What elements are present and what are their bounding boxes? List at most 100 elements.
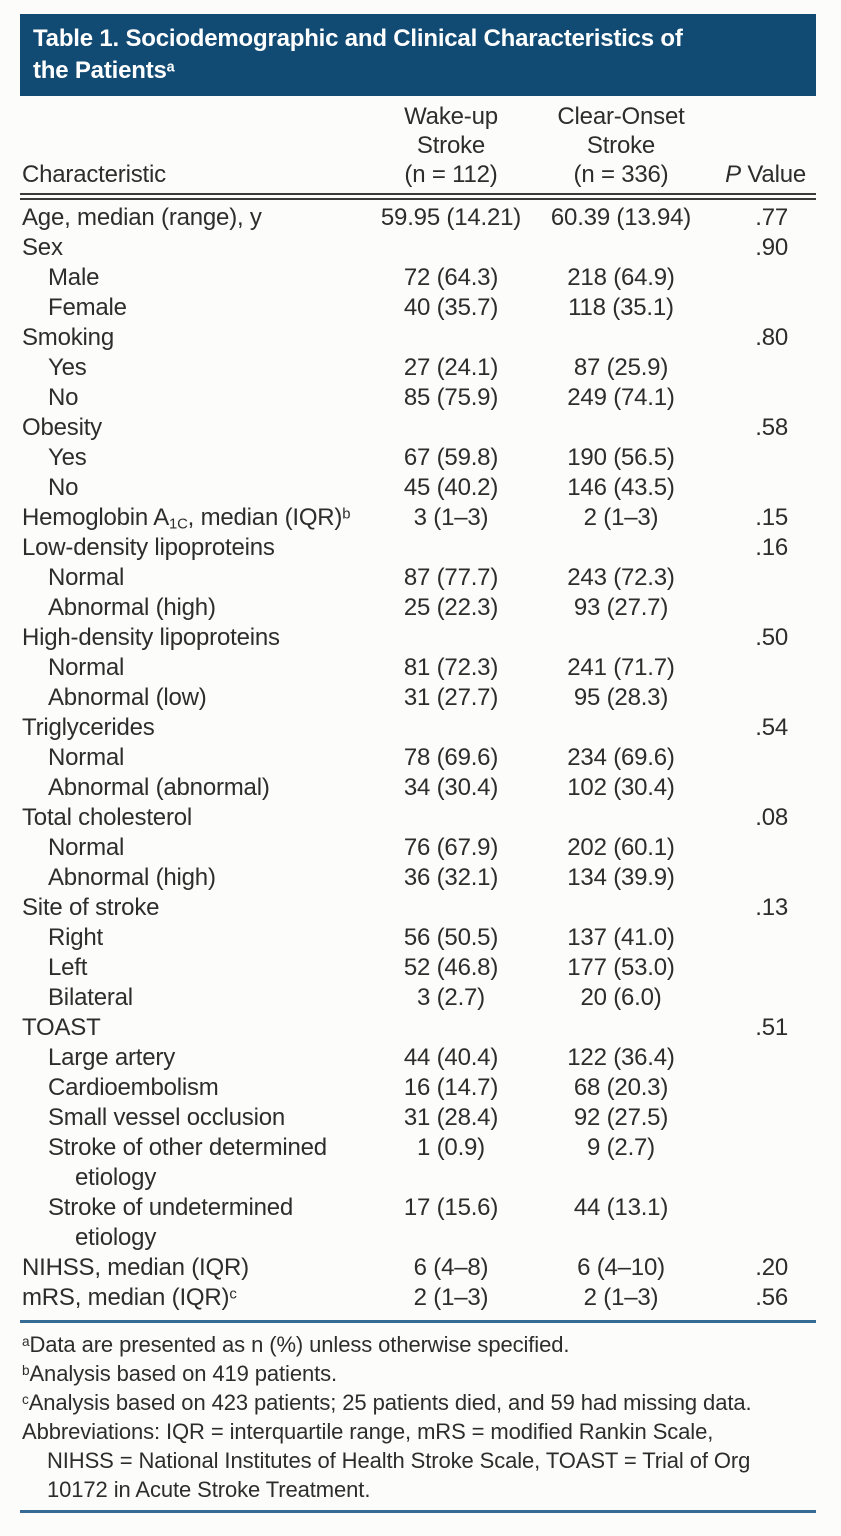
cell-clear-onset-stroke: 95 (28.3): [573, 684, 669, 711]
table-row: Female 40 (35.7) 118 (35.1): [20, 293, 816, 323]
cell-wakeup-stroke: 56 (50.5): [403, 924, 499, 951]
row-label: Total cholesterol: [22, 804, 193, 831]
table-row: No 85 (75.9) 249 (74.1): [20, 383, 816, 413]
cell-wakeup-stroke: 3 (1–3): [413, 504, 489, 531]
cell-clear-onset-stroke: 146 (43.5): [567, 474, 675, 501]
cell-clear-onset-stroke: 102 (30.4): [567, 774, 675, 801]
table-row: Low-density lipoproteins .16: [20, 533, 816, 563]
cell-clear-onset-stroke: 2 (1–3): [583, 1284, 659, 1311]
cell-p-value: .20: [755, 1254, 788, 1281]
cell-wakeup-stroke: 59.95 (14.21): [380, 204, 522, 231]
table-row: Yes 27 (24.1) 87 (25.9): [20, 353, 816, 383]
row-label: mRS, median (IQR)c: [22, 1284, 237, 1311]
row-label: Normal: [48, 654, 125, 681]
row-label: Normal: [48, 744, 125, 771]
cell-clear-onset-stroke: 241 (71.7): [567, 654, 675, 681]
table-row: Normal 78 (69.6) 234 (69.6): [20, 743, 816, 773]
row-label: Age, median (range), y: [22, 204, 262, 231]
col-header-wakeup-stroke: Wake-up Stroke (n = 112): [404, 103, 498, 188]
footnotes: aData are presented as n (%) unless othe…: [20, 1330, 816, 1504]
row-label: Small vessel occlusion: [48, 1104, 286, 1131]
cell-p-value: .50: [755, 624, 788, 651]
row-label: Stroke of other determined etiology: [48, 1134, 327, 1191]
row-label: Obesity: [22, 414, 102, 441]
table-row: Sex .90: [20, 233, 816, 263]
row-label: Sex: [22, 234, 63, 261]
table-row: mRS, median (IQR)c 2 (1–3) 2 (1–3) .56: [20, 1283, 816, 1313]
table-row: Stroke of other determined etiology 1 (0.9…: [20, 1133, 816, 1193]
cell-wakeup-stroke: 31 (28.4): [403, 1104, 499, 1131]
cell-wakeup-stroke: 81 (72.3): [403, 654, 499, 681]
table-row: Obesity .58: [20, 413, 816, 443]
cell-wakeup-stroke: 76 (67.9): [403, 834, 499, 861]
cell-wakeup-stroke: 3 (2.7): [417, 984, 485, 1011]
cell-clear-onset-stroke: 190 (56.5): [567, 444, 675, 471]
cell-wakeup-stroke: 25 (22.3): [403, 594, 499, 621]
cell-p-value: .90: [755, 234, 788, 261]
cell-wakeup-stroke: 31 (27.7): [403, 684, 499, 711]
table-row: High-density lipoproteins .50: [20, 623, 816, 653]
cell-clear-onset-stroke: 177 (53.0): [567, 954, 675, 981]
table-row: Site of stroke .13: [20, 893, 816, 923]
row-label: Low-density lipoproteins: [22, 534, 275, 561]
cell-clear-onset-stroke: 243 (72.3): [567, 564, 675, 591]
footnote: aData are presented as n (%) unless othe…: [22, 1332, 570, 1357]
cell-clear-onset-stroke: 134 (39.9): [567, 864, 675, 891]
row-label: NIHSS, median (IQR): [22, 1254, 249, 1281]
cell-wakeup-stroke: 36 (32.1): [403, 864, 499, 891]
row-label: Normal: [48, 834, 125, 861]
row-label: Hemoglobin A1C, median (IQR)b: [22, 504, 351, 533]
row-label: Abnormal (high): [48, 864, 216, 891]
row-label: Cardioembolism: [48, 1074, 219, 1101]
cell-wakeup-stroke: 72 (64.3): [403, 264, 499, 291]
row-label: Bilateral: [48, 984, 133, 1011]
cell-p-value: .77: [755, 204, 788, 231]
cell-wakeup-stroke: 52 (46.8): [403, 954, 499, 981]
cell-clear-onset-stroke: 202 (60.1): [567, 834, 675, 861]
table-row: Abnormal (high) 36 (32.1) 134 (39.9): [20, 863, 816, 893]
row-label: Abnormal (abnormal): [48, 774, 270, 801]
cell-p-value: .15: [755, 504, 788, 531]
table-title-line2: the Patients: [33, 57, 167, 84]
table-title-bar: Table 1. Sociodemographic and Clinical C…: [20, 14, 816, 96]
footnote: cAnalysis based on 423 patients; 25 pati…: [22, 1390, 752, 1415]
cell-p-value: .80: [755, 324, 788, 351]
row-label: Site of stroke: [22, 894, 160, 921]
table-row: Age, median (range), y 59.95 (14.21) 60.39…: [20, 203, 816, 233]
cell-p-value: .54: [755, 714, 788, 741]
table-row: TOAST .51: [20, 1013, 816, 1043]
cell-wakeup-stroke: 17 (15.6): [403, 1194, 499, 1221]
cell-clear-onset-stroke: 122 (36.4): [567, 1044, 675, 1071]
cell-wakeup-stroke: 78 (69.6): [403, 744, 499, 771]
table-row: Abnormal (abnormal) 34 (30.4) 102 (30.4): [20, 773, 816, 803]
row-label: Stroke of undetermined etiology: [48, 1194, 294, 1251]
cell-clear-onset-stroke: 87 (25.9): [573, 354, 669, 381]
row-label: Male: [48, 264, 100, 291]
table-row: Normal 87 (77.7) 243 (72.3): [20, 563, 816, 593]
cell-clear-onset-stroke: 249 (74.1): [567, 384, 675, 411]
cell-wakeup-stroke: 67 (59.8): [403, 444, 499, 471]
table-row: Cardioembolism 16 (14.7) 68 (20.3): [20, 1073, 816, 1103]
row-label: Yes: [48, 354, 87, 381]
cell-wakeup-stroke: 87 (77.7): [403, 564, 499, 591]
row-label: Female: [48, 294, 127, 321]
cell-p-value: .56: [755, 1284, 788, 1311]
table-row: Small vessel occlusion 31 (28.4) 92 (27.5): [20, 1103, 816, 1133]
table-row: Triglycerides .54: [20, 713, 816, 743]
cell-clear-onset-stroke: 60.39 (13.94): [550, 204, 692, 231]
bottom-rule: [20, 1510, 816, 1513]
cell-clear-onset-stroke: 6 (4–10): [577, 1254, 665, 1281]
cell-wakeup-stroke: 44 (40.4): [403, 1044, 499, 1071]
table-row: Male 72 (64.3) 218 (64.9): [20, 263, 816, 293]
row-label: Triglycerides: [22, 714, 155, 741]
row-label: Large artery: [48, 1044, 175, 1071]
row-label: TOAST: [22, 1014, 101, 1041]
table-row: Large artery 44 (40.4) 122 (36.4): [20, 1043, 816, 1073]
table-row: Stroke of undetermined etiology 17 (15.6) 4…: [20, 1193, 816, 1253]
cell-wakeup-stroke: 27 (24.1): [403, 354, 499, 381]
cell-p-value: .16: [755, 534, 788, 561]
row-label: Right: [48, 924, 104, 951]
cell-clear-onset-stroke: 9 (2.7): [587, 1134, 655, 1161]
table-body: Age, median (range), y 59.95 (14.21) 60.39…: [20, 200, 816, 1313]
